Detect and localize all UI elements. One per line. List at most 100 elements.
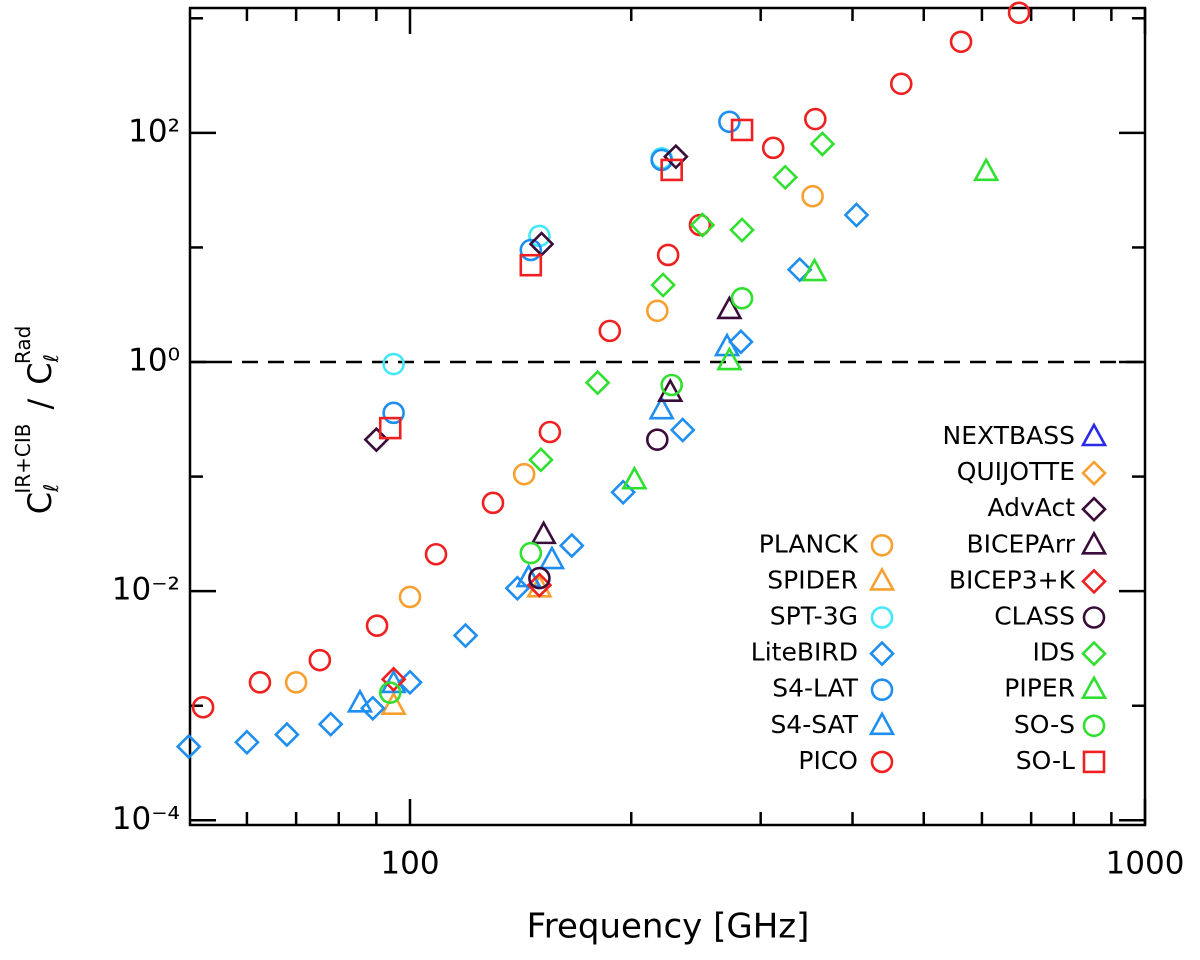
marker	[949, 30, 973, 54]
y-label-part: C	[21, 362, 59, 384]
marker	[716, 295, 743, 320]
legend-marker	[870, 678, 894, 702]
y-label-part: IR+CIB	[11, 424, 35, 494]
legend-label: S4-SAT	[770, 710, 858, 739]
y-label-part: /	[21, 399, 59, 410]
marker	[718, 110, 741, 134]
legend-label: IDS	[1033, 638, 1076, 667]
legend-marker	[1080, 422, 1108, 447]
marker	[809, 131, 836, 157]
y-tick-label: 10⁰	[128, 343, 180, 379]
marker	[648, 395, 675, 420]
marker	[308, 648, 332, 672]
legend-label: SO-L	[1016, 746, 1075, 775]
y-label-part: Rad	[11, 326, 35, 364]
legend-label: QUIJOTTE	[957, 457, 1075, 486]
legend-label: S4-LAT	[772, 674, 858, 703]
marker	[528, 566, 551, 590]
legend-marker	[868, 711, 896, 736]
legend-label: SPT-3G	[770, 602, 858, 631]
marker	[598, 319, 622, 343]
legend-label: PICO	[798, 746, 858, 775]
legend-marker	[1080, 530, 1108, 555]
marker	[558, 532, 585, 559]
x-axis-label: Frequency [GHz]	[527, 907, 810, 947]
marker	[786, 256, 813, 283]
legend-label: AdvAct	[987, 493, 1075, 522]
marker	[382, 401, 405, 425]
marker	[761, 136, 785, 160]
legend-marker	[870, 750, 894, 774]
marker	[424, 542, 448, 566]
marker	[519, 541, 543, 565]
marker	[621, 465, 648, 490]
marker	[889, 72, 913, 96]
y-label-part: ℓ	[39, 354, 63, 363]
marker	[801, 184, 824, 208]
marker	[519, 253, 543, 277]
marker	[234, 729, 260, 756]
y-tick-label: 10⁻⁴	[112, 801, 180, 837]
marker	[772, 164, 799, 191]
marker	[689, 212, 716, 238]
marker	[274, 721, 300, 748]
marker	[380, 666, 407, 693]
legend-marker	[1081, 496, 1107, 523]
legend-marker	[1082, 750, 1106, 774]
marker	[382, 352, 405, 376]
marker	[363, 426, 390, 453]
y-axis-label: Cℓ IR+CIB / Cℓ Rad	[11, 326, 63, 515]
legend-marker	[1081, 568, 1107, 595]
plot-frame	[188, 6, 1147, 827]
marker	[530, 520, 557, 545]
legend-label: LiteBIRD	[751, 638, 858, 667]
legend-label: CLASS	[994, 602, 1075, 631]
marker	[248, 671, 272, 694]
legend-marker	[1080, 675, 1108, 699]
marker	[716, 346, 743, 371]
marker	[346, 688, 374, 713]
marker	[843, 202, 870, 228]
legend-label: SPIDER	[767, 565, 858, 594]
marker	[801, 257, 828, 282]
marker	[610, 479, 637, 506]
marker	[584, 369, 611, 396]
x-tick-label: 100	[380, 846, 439, 882]
marker	[175, 733, 202, 760]
marker	[378, 681, 402, 704]
marker	[660, 158, 683, 182]
marker	[650, 272, 676, 298]
marker	[452, 622, 479, 649]
marker	[519, 238, 543, 262]
marker	[512, 462, 536, 486]
y-tick-label: 10⁻²	[112, 572, 180, 608]
marker	[730, 286, 754, 310]
marker	[398, 585, 422, 609]
marker	[660, 373, 683, 397]
y-axis-label-text: Cℓ IR+CIB / Cℓ Rad	[11, 326, 63, 515]
legend-label: PLANCK	[759, 529, 859, 558]
legend-marker	[1082, 714, 1106, 738]
marker	[504, 575, 531, 602]
x-tick-label: 1000	[1106, 846, 1185, 882]
marker	[728, 329, 754, 355]
legend-label: SO-S	[1014, 710, 1075, 739]
legend-marker	[1081, 460, 1107, 486]
marker	[481, 491, 505, 515]
marker	[378, 416, 402, 440]
marker	[656, 243, 680, 267]
legend-marker	[1081, 640, 1107, 667]
legend-label: BICEPArr	[967, 529, 1076, 558]
marker	[359, 695, 386, 722]
marker	[380, 691, 407, 716]
legend-label: NEXTBASS	[943, 421, 1075, 450]
legend-marker	[870, 533, 894, 557]
marker	[645, 428, 669, 451]
legend-label: BICEP3+K	[949, 565, 1076, 594]
marker	[317, 711, 344, 738]
marker	[645, 299, 669, 323]
marker	[972, 157, 1000, 182]
marker	[1007, 1, 1031, 25]
marker	[669, 417, 696, 443]
